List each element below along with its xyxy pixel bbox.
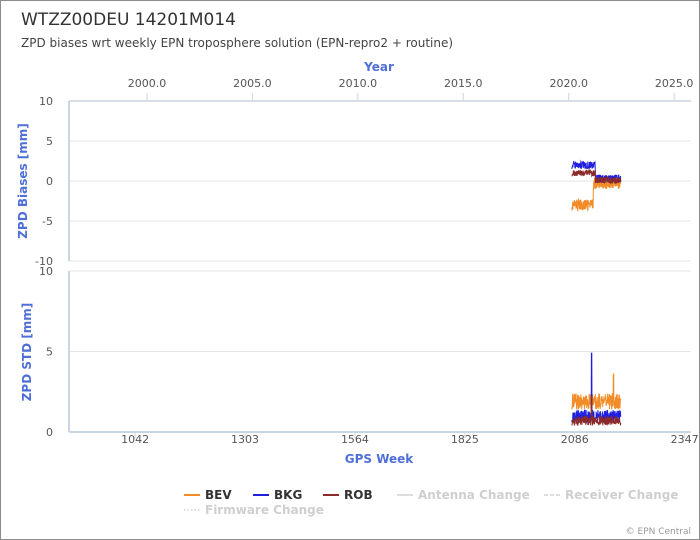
- bias-y-tick-label: 0: [46, 175, 53, 188]
- chart-subtitle: ZPD biases wrt weekly EPN troposphere so…: [21, 36, 453, 50]
- top-axis-title: Year: [363, 60, 394, 74]
- bias-y-tick-label: -5: [42, 215, 53, 228]
- top-tick-label: 2005.0: [233, 77, 272, 90]
- legend-item-label[interactable]: Receiver Change: [565, 488, 679, 502]
- top-tick-label: 2025.0: [655, 77, 694, 90]
- legend-item-label[interactable]: Antenna Change: [418, 488, 530, 502]
- top-tick-label: 2010.0: [339, 77, 378, 90]
- bias-y-tick-label: -10: [35, 255, 53, 268]
- bias-y-tick-label: 5: [46, 135, 53, 148]
- x-tick-label: 1303: [231, 433, 259, 446]
- legend-item-label[interactable]: BKG: [274, 488, 302, 502]
- std-y-tick-label: 5: [46, 346, 53, 359]
- std-y-axis-title: ZPD STD [mm]: [20, 303, 34, 402]
- x-axis-title: GPS Week: [345, 452, 415, 466]
- legend-item-label[interactable]: BEV: [205, 488, 232, 502]
- top-axis-ticks: 2000.0 2005.0 2010.0 2015.0 2020.0 2025.0: [69, 77, 694, 102]
- top-tick-label: 2000.0: [128, 77, 167, 90]
- bias-y-tick-label: 10: [39, 95, 53, 108]
- std-y-tick-label: 0: [46, 426, 53, 439]
- series-line-rob: [571, 396, 622, 427]
- x-tick-label: 2347: [671, 433, 699, 446]
- std-y-tick-label: 10: [39, 265, 53, 278]
- series-line-bev: [571, 177, 622, 212]
- bias-panel: 10 5 0 -5 -10: [35, 95, 691, 268]
- bias-y-axis-title: ZPD Biases [mm]: [16, 123, 30, 239]
- chart-title: WTZZ00DEU 14201M014: [21, 10, 236, 30]
- x-tick-label: 2086: [561, 433, 589, 446]
- top-tick-label: 2020.0: [549, 77, 588, 90]
- std-panel: 10 5 0 1042 1303 1564 1825 2086 2347: [39, 265, 699, 446]
- x-tick-label: 1564: [341, 433, 369, 446]
- x-tick-label: 1825: [451, 433, 479, 446]
- x-tick-label: 1042: [121, 433, 149, 446]
- credits: © EPN Central: [626, 527, 691, 537]
- series-line-rob: [571, 168, 622, 185]
- series-line-bev: [571, 373, 622, 410]
- legend: BEV BKG ROB Antenna Change Receiver Change Fi…: [184, 488, 679, 517]
- legend-item-label[interactable]: Firmware Change: [205, 503, 324, 517]
- legend-item-label[interactable]: ROB: [344, 488, 373, 502]
- top-tick-label: 2015.0: [444, 77, 483, 90]
